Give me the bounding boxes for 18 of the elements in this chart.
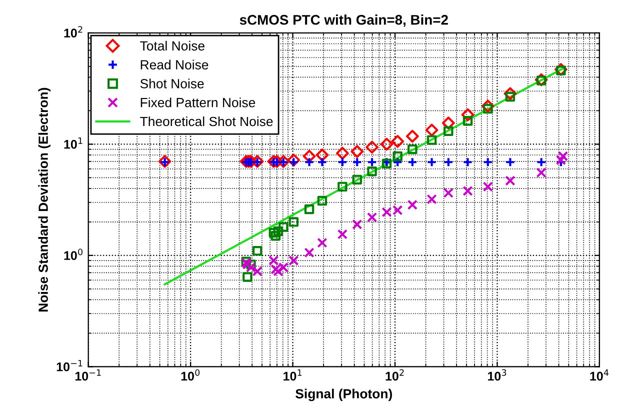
chart-title: sCMOS PTC with Gain=8, Bin=2 (240, 14, 448, 27)
x-tick-label: 10$^{0}$ (181, 369, 200, 381)
y-tick-label: 10$^{2}$ (64, 26, 82, 38)
x-tick-label: 10$^{4}$ (590, 369, 609, 381)
y-tick-label: 10$^{1}$ (64, 137, 82, 149)
x-tick-label: 10$^{2}$ (386, 369, 404, 381)
y-tick-label: 10$^{−1}$ (56, 360, 82, 372)
y-axis-title: Noise Standard Deviation (Electron) (38, 88, 51, 312)
x-tick-label: 10$^{1}$ (284, 369, 302, 381)
legend-label: Read Noise (140, 60, 208, 70)
x-axis-title: Signal (Photon) (296, 388, 392, 402)
legend-label: Shot Noise (140, 78, 204, 88)
x-tick-label: 10$^{3}$ (488, 369, 506, 381)
legend-label: Total Noise (140, 40, 204, 51)
x-tick-label: 10$^{−1}$ (75, 369, 101, 381)
legend-label: Fixed Pattern Noise (140, 98, 256, 108)
y-tick-label: 10$^{0}$ (64, 248, 82, 260)
legend-label: Theoretical Shot Noise (140, 116, 273, 126)
